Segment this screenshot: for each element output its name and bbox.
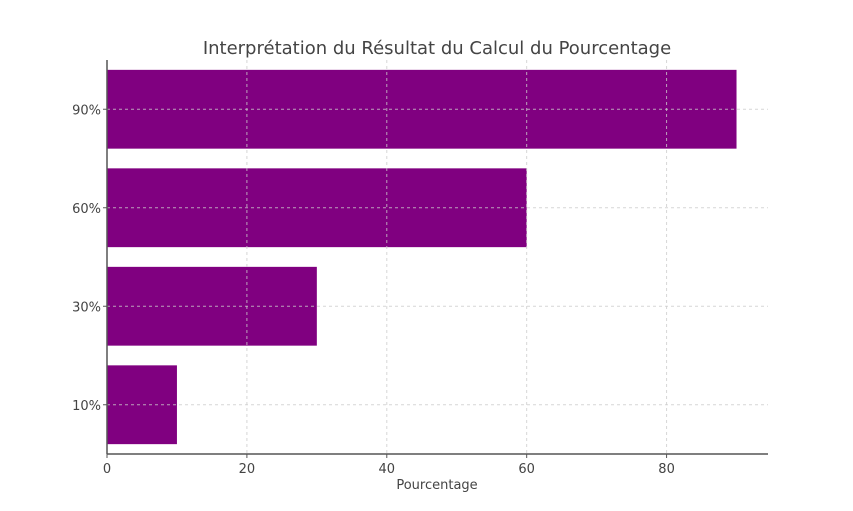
axes xyxy=(103,60,768,458)
x-tick-label: 40 xyxy=(379,462,396,477)
y-tick-label: 30% xyxy=(72,300,101,315)
tick-labels: 10% 30% 60% 90% 0 20 40 60 80 xyxy=(72,103,675,477)
x-tick-label: 0 xyxy=(103,462,111,477)
x-tick-label: 20 xyxy=(239,462,256,477)
y-tick-label: 60% xyxy=(72,202,101,217)
y-tick-label: 10% xyxy=(72,399,101,414)
x-tick-label: 60 xyxy=(518,462,535,477)
y-tick-label: 90% xyxy=(72,103,101,118)
x-axis-label: Pourcentage xyxy=(396,478,477,493)
bar-10pct xyxy=(107,365,177,445)
x-tick-label: 80 xyxy=(658,462,675,477)
chart-title: Interprétation du Résultat du Calcul du … xyxy=(203,38,671,59)
gridlines xyxy=(107,60,768,454)
bars-group xyxy=(107,69,737,445)
